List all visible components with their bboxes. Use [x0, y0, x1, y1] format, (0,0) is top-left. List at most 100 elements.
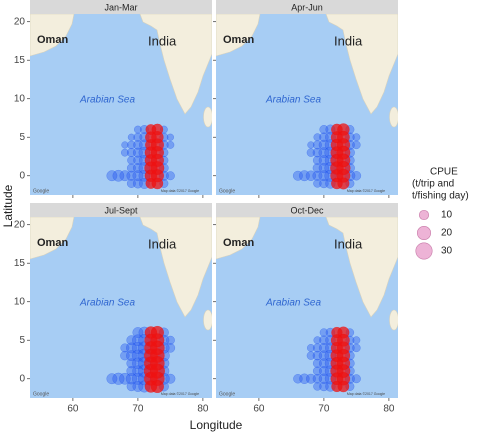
- bubble: [133, 140, 143, 150]
- bubble: [112, 372, 125, 385]
- bubble: [119, 372, 131, 385]
- facet-panel: Apr-Jun Oman India Arabian Sea Map data ©201…: [213, 0, 398, 198]
- bubble: [165, 171, 175, 181]
- map: Oman India Arabian Sea Map data ©2017 Googl…: [213, 217, 398, 415]
- land-india: [325, 14, 398, 115]
- bubble: [112, 169, 125, 182]
- x-tick-label: 70: [132, 404, 144, 415]
- land-india: [139, 14, 212, 115]
- bubble: [318, 366, 329, 377]
- bubble: [351, 374, 361, 384]
- y-tick-label: 20: [14, 219, 26, 230]
- map-label: India: [148, 236, 177, 251]
- bubble: [166, 133, 175, 141]
- bubble: [120, 148, 129, 157]
- facet-panel: Jan-Mar Oman India Arabian Sea Map data ©201…: [14, 0, 212, 198]
- bubble: [165, 343, 176, 353]
- y-tick-label: 0: [19, 373, 25, 384]
- facet-title: Jan-Mar: [104, 2, 137, 12]
- bubble: [126, 170, 137, 181]
- map-label: Arabian Sea: [79, 95, 135, 106]
- map-logo: Google: [33, 188, 49, 194]
- bubble: [292, 170, 303, 181]
- bubble: [352, 343, 361, 353]
- bubble: [312, 147, 323, 158]
- facet-title: Oct-Dec: [290, 205, 324, 215]
- bubble: [132, 178, 143, 189]
- land-india: [139, 217, 212, 318]
- facet-title: Apr-Jun: [291, 2, 323, 12]
- bubble: [106, 170, 118, 182]
- y-tick-label: 15: [14, 258, 26, 269]
- bubble: [127, 156, 136, 165]
- map-credit: Map data ©2017 Google: [161, 189, 199, 193]
- bubble: [318, 147, 330, 159]
- bubble: [298, 170, 310, 182]
- land-sri-lanka: [203, 106, 212, 128]
- bubble: [126, 366, 137, 377]
- y-tick-label: 5: [19, 132, 25, 143]
- land-sri-lanka: [389, 106, 398, 128]
- bubble: [127, 133, 136, 141]
- facet-strip: [216, 203, 398, 217]
- map-area: Oman India Arabian Sea Map data ©2017 Googl…: [216, 217, 398, 398]
- bubble: [120, 350, 130, 361]
- bubble: [132, 147, 143, 158]
- bubble: [351, 170, 362, 181]
- x-tick-label: 60: [253, 404, 265, 415]
- land-arabia: [216, 217, 261, 260]
- y-tick-label: 20: [14, 16, 26, 27]
- bubble: [126, 358, 137, 369]
- bubble: [306, 351, 316, 360]
- bubble: [318, 350, 330, 361]
- bubble: [319, 132, 329, 142]
- bubble: [127, 140, 136, 150]
- map-label: India: [148, 33, 177, 48]
- bubble: [126, 335, 137, 346]
- bubble: [337, 177, 350, 190]
- bubble: [133, 155, 143, 166]
- bubble: [318, 373, 330, 384]
- bubble: [132, 381, 144, 392]
- x-tick-label: 70: [318, 404, 330, 415]
- x-tick-label: 80: [383, 404, 395, 415]
- map-label: Arabian Sea: [265, 95, 321, 106]
- map-credit: Map data ©2017 Google: [347, 392, 385, 396]
- map-area: Oman India Arabian Sea Map data ©2017 Googl…: [30, 14, 212, 195]
- bubble: [312, 170, 323, 181]
- bubble: [318, 162, 330, 174]
- map-logo: Google: [33, 391, 49, 397]
- facet-strip: [216, 0, 398, 14]
- map-label: Oman: [223, 34, 254, 46]
- map-area: Oman India Arabian Sea Map data ©2017 Googl…: [216, 14, 398, 195]
- bubble: [313, 382, 322, 391]
- facet-strip: [30, 0, 212, 14]
- bubble: [165, 335, 175, 345]
- map-label: Oman: [37, 237, 68, 249]
- bubble: [306, 148, 316, 157]
- bubble: [318, 155, 330, 166]
- legend-title: CPUE: [430, 167, 458, 178]
- map-area: Oman India Arabian Sea Map data ©2017 Googl…: [30, 217, 212, 398]
- bubble: [125, 342, 137, 354]
- map: Oman India Arabian Sea Map data ©2017 Googl…: [14, 14, 212, 198]
- bubble: [132, 163, 143, 174]
- facet-panel: Jul-Sept Oman India Arabian Sea Map data ©20…: [14, 203, 212, 415]
- y-tick-label: 10: [14, 296, 26, 307]
- bubble: [352, 336, 361, 345]
- legend-key: [415, 242, 433, 260]
- land-sri-lanka: [203, 309, 212, 331]
- x-tick-label: 80: [197, 404, 209, 415]
- bubble: [126, 381, 137, 392]
- legend-label: 10: [441, 210, 453, 221]
- x-axis-label: Longitude: [190, 418, 243, 432]
- bubble: [132, 170, 144, 182]
- facet-panel: Oct-Dec Oman India Arabian Sea Map data ©201…: [213, 203, 398, 415]
- map-label: India: [334, 33, 363, 48]
- legend-key: [418, 209, 430, 221]
- map: Oman India Arabian Sea Map data ©2017 Googl…: [213, 14, 398, 198]
- map-logo: Google: [219, 391, 235, 397]
- facet-strip: [30, 203, 212, 217]
- legend-label: 30: [441, 246, 453, 257]
